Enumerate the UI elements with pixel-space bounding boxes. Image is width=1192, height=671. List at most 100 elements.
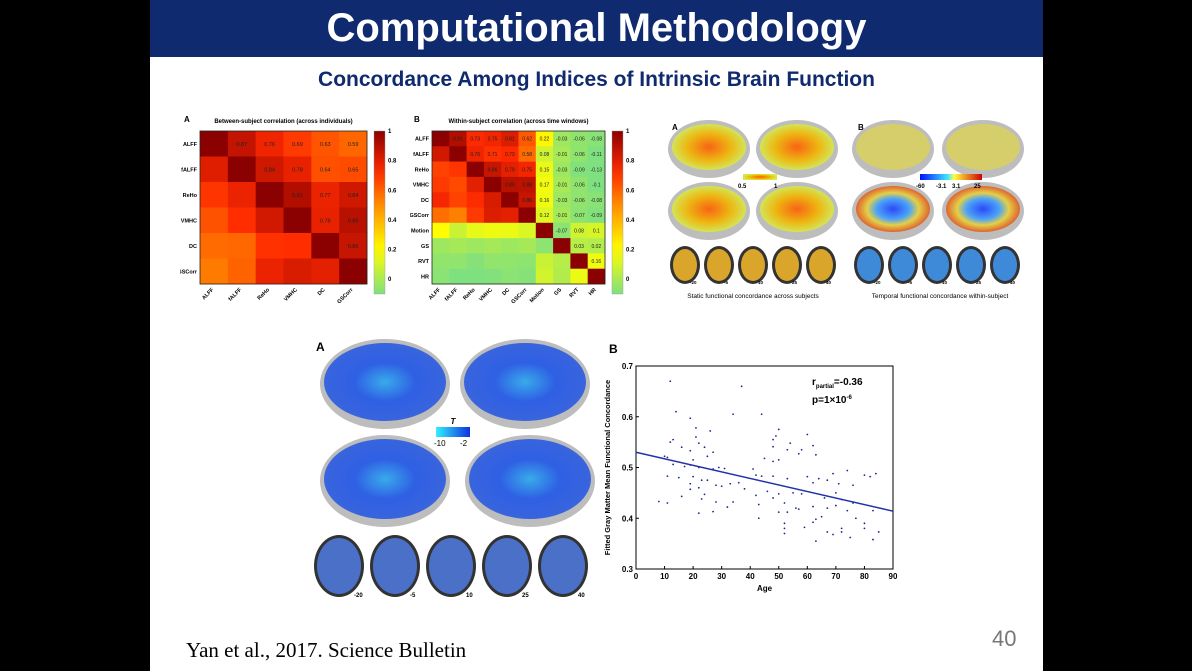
colorbar-min: 0.5 bbox=[738, 184, 747, 190]
medial-right bbox=[469, 439, 591, 519]
data-point bbox=[689, 488, 692, 491]
colorbar-tick: 0.8 bbox=[626, 159, 635, 165]
cell-value: 0.1 bbox=[593, 228, 600, 234]
data-point bbox=[657, 500, 660, 503]
colorbar-label: 3.1 bbox=[952, 184, 961, 190]
data-point bbox=[832, 472, 834, 475]
colorbar-tick: 0.8 bbox=[388, 159, 397, 165]
heatmap-cell bbox=[587, 268, 606, 285]
heatmap-cell bbox=[311, 131, 340, 157]
row-label: GSCorr bbox=[410, 213, 430, 219]
data-point bbox=[772, 475, 774, 478]
x-tick-label: 20 bbox=[689, 572, 698, 581]
heatmap-cell bbox=[501, 161, 519, 178]
heatmap-cell bbox=[466, 222, 485, 239]
data-point bbox=[729, 482, 732, 485]
medial-left-a bbox=[672, 186, 746, 232]
cell-value: 0.62 bbox=[522, 137, 532, 143]
colorbar-tick: 0.2 bbox=[626, 248, 635, 254]
heatmap-cell bbox=[587, 192, 606, 208]
heatmap-cell bbox=[483, 222, 502, 239]
x-axis-label: Age bbox=[757, 584, 773, 593]
data-point bbox=[757, 503, 760, 506]
cell-value: 0.89 bbox=[505, 183, 515, 189]
heatmap-cell bbox=[311, 156, 340, 183]
y-tick-label: 0.5 bbox=[622, 464, 634, 473]
heatmap-cell bbox=[553, 207, 571, 224]
data-point bbox=[777, 511, 780, 514]
heatmap-cell bbox=[553, 131, 571, 147]
heatmap-cell bbox=[518, 161, 537, 178]
caption-a: Static functional concordance across sub… bbox=[687, 293, 819, 300]
heatmap-cell bbox=[570, 207, 588, 224]
cell-value: -0.09 bbox=[573, 167, 585, 173]
cell-value: -0.03 bbox=[556, 137, 568, 143]
scatter-age-concordance: B 0 10 20 30 40 50 60 70 80 90 0.3 0.4 0.5 0.6 0.7 Age Fi… bbox=[603, 342, 898, 593]
heatmap-cell bbox=[466, 131, 485, 147]
x-tick-label: 0 bbox=[634, 572, 639, 581]
heatmap-cell bbox=[227, 258, 256, 285]
heatmap-cell bbox=[570, 131, 588, 147]
data-point bbox=[815, 518, 817, 521]
data-point bbox=[775, 435, 777, 437]
data-point bbox=[737, 481, 740, 484]
data-point bbox=[834, 504, 837, 507]
heatmap-cell bbox=[587, 207, 606, 224]
r-value: =-0.36 bbox=[834, 377, 863, 388]
data-point bbox=[792, 491, 794, 494]
heatmap-frame bbox=[431, 130, 606, 285]
data-point bbox=[877, 531, 880, 533]
heatmap-cell bbox=[518, 207, 537, 224]
heatmap-cell bbox=[483, 268, 502, 285]
heatmap-cell bbox=[535, 207, 554, 224]
lateral-right bbox=[464, 343, 586, 421]
data-point bbox=[823, 497, 826, 499]
data-point bbox=[763, 457, 766, 460]
r-symbol: r bbox=[812, 377, 816, 388]
data-point bbox=[869, 475, 872, 478]
colorbar bbox=[373, 130, 386, 295]
heatmap-cell bbox=[587, 131, 606, 147]
data-point bbox=[712, 510, 714, 513]
heatmap-cell bbox=[535, 131, 554, 147]
colorbar-label: 25 bbox=[974, 184, 981, 190]
data-point bbox=[743, 487, 746, 490]
data-point bbox=[715, 501, 717, 503]
heatmap-cell bbox=[339, 233, 368, 259]
heatmap-cell bbox=[553, 161, 571, 178]
axial-slice bbox=[891, 249, 915, 281]
data-point bbox=[826, 479, 829, 482]
cell-value: 0.86 bbox=[522, 198, 532, 204]
slice-label: 25 bbox=[792, 280, 798, 285]
lateral-left-a bbox=[672, 124, 746, 170]
colorbar-tick: 0 bbox=[626, 277, 630, 283]
heatmap-cell bbox=[227, 131, 256, 157]
cell-value: 0.87 bbox=[236, 142, 247, 148]
data-point bbox=[720, 485, 723, 488]
colorbar-tick: 0.4 bbox=[626, 218, 635, 224]
heatmap-cell bbox=[483, 238, 502, 254]
data-point bbox=[669, 380, 672, 383]
heatmap-cell bbox=[200, 233, 229, 259]
cell-value: -0.11 bbox=[591, 152, 602, 158]
row-label: ALFF bbox=[183, 142, 198, 148]
data-point bbox=[709, 430, 712, 432]
cell-value: 0.75 bbox=[522, 167, 532, 173]
heatmap-cell bbox=[339, 207, 368, 234]
heatmap-cell bbox=[432, 268, 450, 285]
cell-value: -0.01 bbox=[556, 152, 568, 158]
x-tick-label: 30 bbox=[717, 572, 726, 581]
slice-label: 25 bbox=[976, 280, 982, 285]
data-point bbox=[797, 452, 800, 455]
heatmap-cell bbox=[535, 192, 554, 208]
colorbar-tick: 1 bbox=[626, 129, 630, 135]
x-tick-label: 60 bbox=[803, 572, 812, 581]
medial-left-b bbox=[856, 186, 930, 232]
data-point bbox=[783, 532, 786, 535]
panel-letter: A bbox=[184, 115, 190, 124]
row-label: GS bbox=[421, 244, 429, 250]
data-point bbox=[692, 475, 695, 478]
cell-value: 0.91 bbox=[292, 193, 303, 199]
lateral-right-a bbox=[760, 124, 834, 170]
heatmap-cell bbox=[466, 238, 485, 254]
